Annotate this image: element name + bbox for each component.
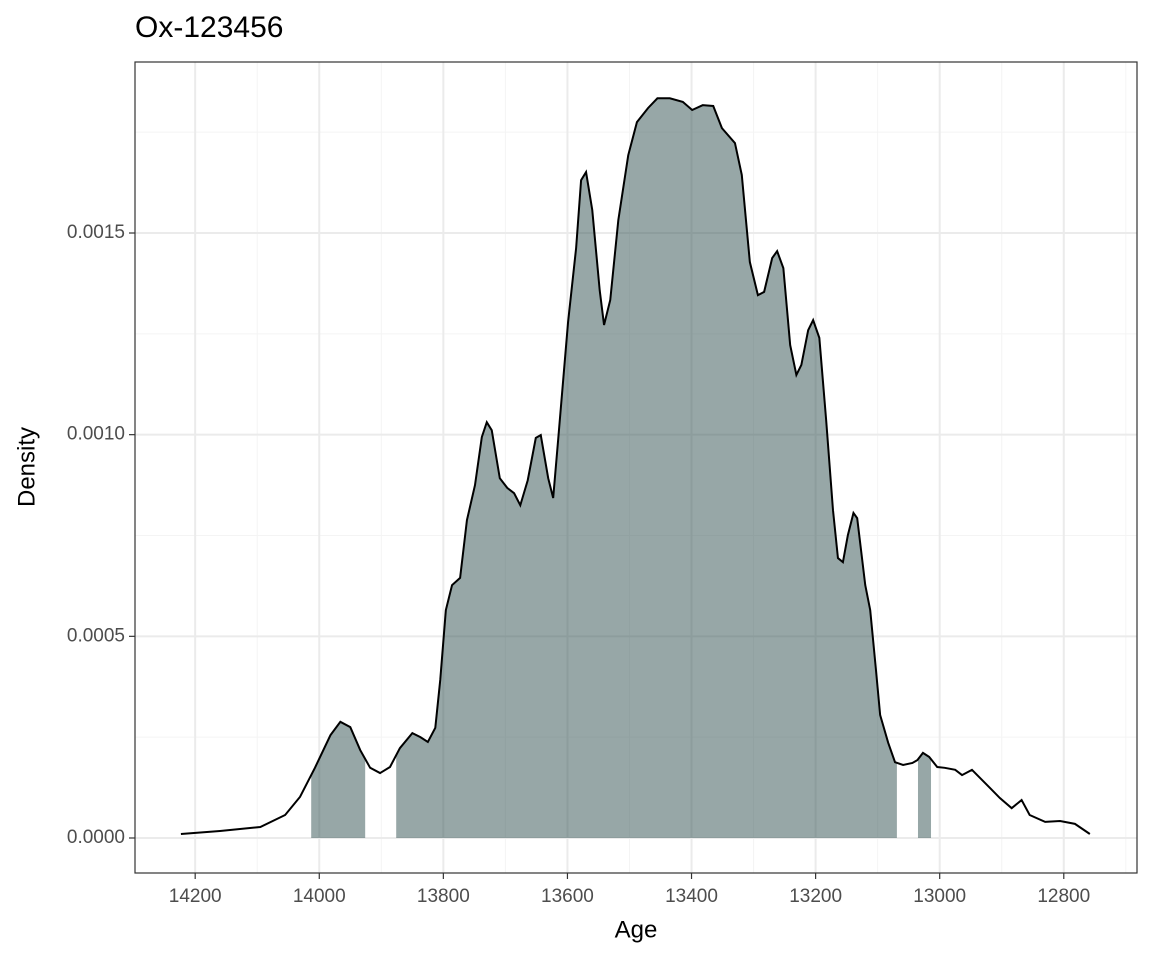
marks	[180, 97, 1091, 838]
x-tick-label: 14000	[293, 886, 346, 907]
interval-area	[396, 98, 897, 838]
x-tick-label: 14200	[169, 886, 222, 907]
y-axis-label: Density	[13, 427, 40, 507]
y-tick-label: 0.0005	[67, 625, 125, 646]
density-line	[180, 97, 1091, 835]
x-tick-label: 13800	[417, 886, 470, 907]
y-tick-label: 0.0015	[67, 222, 125, 243]
x-tick-label: 13000	[913, 886, 966, 907]
chart-title: Ox-123456	[135, 11, 283, 44]
interval-area	[311, 721, 366, 838]
y-tick-label: 0.0000	[67, 827, 125, 848]
x-axis-label: Age	[615, 916, 658, 943]
y-tick-label: 0.0010	[67, 424, 125, 445]
interval-area	[917, 752, 932, 838]
x-tick-label: 12800	[1037, 886, 1090, 907]
panel-border	[134, 61, 1138, 874]
x-tick-label: 13400	[665, 886, 718, 907]
x-tick-label: 13600	[541, 886, 594, 907]
x-tick-label: 13200	[789, 886, 842, 907]
axes: 14200 14000 13800 13600 13400 13200 13000 12800…	[67, 222, 1090, 907]
